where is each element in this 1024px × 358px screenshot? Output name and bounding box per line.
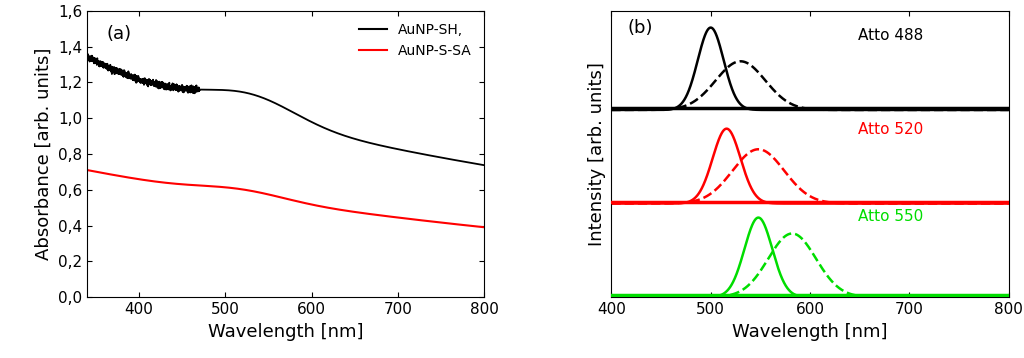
Text: Atto 520: Atto 520 [858, 122, 923, 137]
X-axis label: Wavelength [nm]: Wavelength [nm] [208, 323, 364, 340]
Text: (a): (a) [106, 25, 132, 43]
Text: (b): (b) [628, 19, 652, 37]
Y-axis label: Intensity [arb. units]: Intensity [arb. units] [588, 62, 606, 246]
Legend: AuNP-SH,, AuNP-S-SA: AuNP-SH,, AuNP-S-SA [353, 18, 477, 64]
Text: Atto 488: Atto 488 [858, 28, 923, 43]
Y-axis label: Absorbance [arb. units]: Absorbance [arb. units] [35, 48, 52, 260]
X-axis label: Wavelength [nm]: Wavelength [nm] [732, 323, 888, 340]
Text: Atto 550: Atto 550 [858, 209, 923, 224]
